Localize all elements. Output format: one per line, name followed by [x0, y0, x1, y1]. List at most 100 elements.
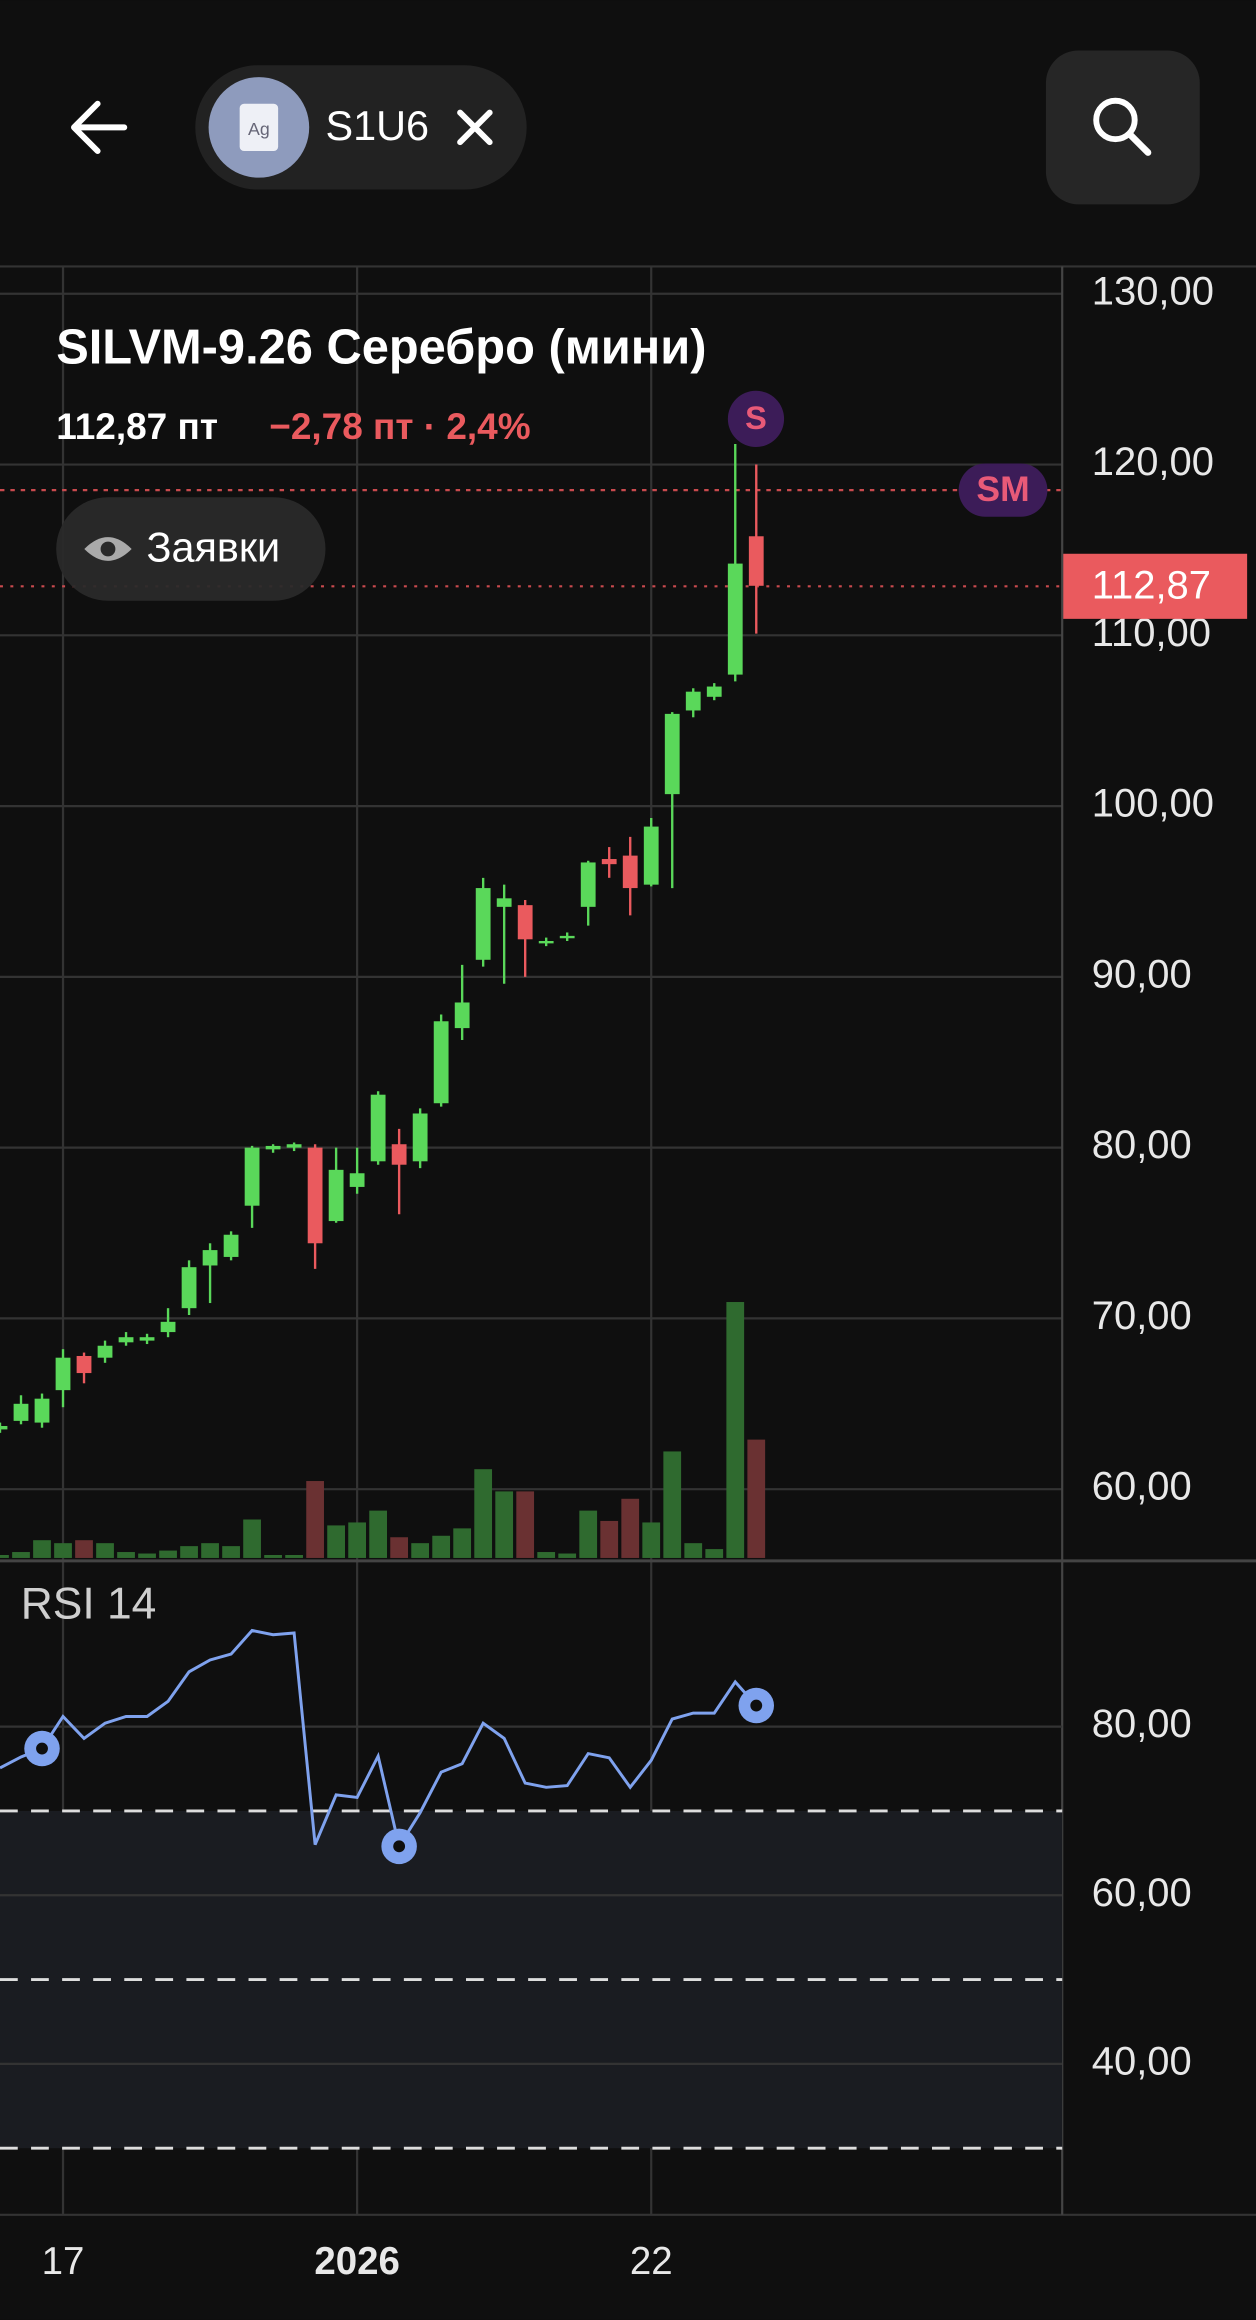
volume-bar — [33, 1540, 51, 1558]
candle-body — [433, 1021, 449, 1104]
volume-bar — [537, 1552, 556, 1558]
volume-bar — [642, 1522, 661, 1558]
volume-bar — [705, 1549, 724, 1558]
candle-body — [706, 686, 722, 697]
volume-bar — [0, 1554, 9, 1558]
symbol: S1U6 — [325, 103, 429, 149]
y-tick-label: 60,00 — [1092, 1871, 1192, 1915]
signal-marker — [727, 390, 785, 448]
volume-bar — [474, 1469, 493, 1558]
candle-body — [76, 1355, 92, 1374]
volume-bar — [327, 1525, 345, 1558]
volume-bar — [117, 1552, 135, 1558]
volume-bar — [138, 1553, 156, 1558]
last-price-badge — [1062, 553, 1248, 619]
volume-bar — [348, 1522, 367, 1558]
volume-bar — [495, 1491, 514, 1558]
eye-pupil — [100, 541, 116, 557]
candle-body — [643, 826, 659, 885]
candle-body — [139, 1337, 155, 1341]
icon-label: Ag — [248, 119, 270, 139]
candle-body — [97, 1345, 113, 1358]
candle-body — [559, 935, 575, 939]
close-chip[interactable] — [457, 109, 493, 146]
candle-body — [181, 1267, 197, 1309]
candle-body — [391, 1144, 407, 1165]
close-icon — [457, 109, 493, 146]
rsi-marker-dot — [393, 1840, 406, 1853]
y-tick-label: 70,00 — [1092, 1294, 1192, 1338]
candle-body — [601, 859, 617, 865]
candle-body — [328, 1169, 344, 1222]
volume-bar — [159, 1550, 177, 1558]
volume-bar — [621, 1498, 640, 1558]
volume-bar — [663, 1451, 682, 1558]
candle-body — [664, 713, 680, 795]
candle-body — [202, 1250, 218, 1266]
signal-label: S — [745, 400, 767, 436]
candle-body — [286, 1144, 302, 1148]
volume-bar — [12, 1552, 30, 1558]
volume-bar — [747, 1439, 766, 1558]
search-bg — [1045, 50, 1200, 205]
volume-bar — [96, 1543, 114, 1558]
candle-body — [34, 1398, 50, 1423]
volume-bar — [243, 1519, 261, 1558]
candle-body — [412, 1113, 428, 1162]
volume-bar — [201, 1543, 219, 1558]
y-tick-label: 130,00 — [1092, 269, 1214, 313]
candle-body — [538, 941, 554, 944]
x-tick-label: 2026 — [314, 2240, 400, 2283]
x-tick-label: 22 — [630, 2240, 673, 2283]
orders-button[interactable]: Заявки — [56, 497, 326, 601]
volume-bar — [453, 1528, 472, 1558]
y-tick-label: 80,00 — [1092, 1123, 1192, 1167]
candle-body — [223, 1234, 239, 1257]
volume-bar — [75, 1540, 93, 1558]
volume-bar — [600, 1520, 619, 1558]
volume-bar — [222, 1546, 240, 1558]
y-tick-label: 80,00 — [1092, 1702, 1192, 1746]
orders-label: Заявки — [146, 524, 280, 570]
candle-body — [370, 1094, 386, 1162]
y-tick-label: 60,00 — [1092, 1465, 1192, 1509]
price-change: −2,78 пт · 2,4% — [269, 406, 530, 447]
volume-bar — [432, 1535, 451, 1558]
search-glass — [1093, 97, 1138, 143]
volume-bar — [285, 1554, 303, 1558]
candle-body — [454, 1002, 470, 1029]
rsi-line — [0, 1628, 758, 1851]
candle-body — [0, 1426, 8, 1430]
candle-body — [727, 563, 743, 675]
candle-body — [622, 855, 638, 889]
volume-bar — [390, 1537, 409, 1558]
volume-bar — [369, 1510, 388, 1558]
volume-bar — [558, 1553, 577, 1558]
chart-area: 130,00120,00110,00100,0090,0080,0070,006… — [0, 265, 1256, 2283]
candle-body — [580, 862, 596, 907]
volume-bar — [579, 1510, 598, 1558]
search-button[interactable] — [1045, 50, 1200, 205]
rsi-marker-dot — [36, 1742, 48, 1755]
volume-bar — [306, 1481, 324, 1558]
x-tick-label: 17 — [42, 2240, 85, 2283]
y-tick-label: 120,00 — [1092, 440, 1214, 484]
volume-bar — [411, 1543, 430, 1558]
candle-body — [307, 1147, 323, 1244]
rsi-marker-dot — [750, 1699, 763, 1712]
candle-body — [748, 536, 764, 586]
candle-body — [55, 1357, 71, 1391]
y-tick-label: 90,00 — [1092, 952, 1192, 996]
candle-body — [265, 1145, 281, 1150]
candle-body — [475, 888, 491, 960]
instrument-title: SILVM-9.26 Серебро (мини) — [56, 321, 706, 375]
y-tick-label: 100,00 — [1092, 782, 1214, 826]
volume-bar — [726, 1302, 745, 1558]
back-button[interactable] — [71, 100, 128, 155]
candle-body — [160, 1321, 176, 1333]
candle-body — [349, 1173, 365, 1187]
orders-bg — [56, 497, 326, 601]
volume-bar — [264, 1554, 282, 1558]
candle-body — [13, 1403, 29, 1421]
